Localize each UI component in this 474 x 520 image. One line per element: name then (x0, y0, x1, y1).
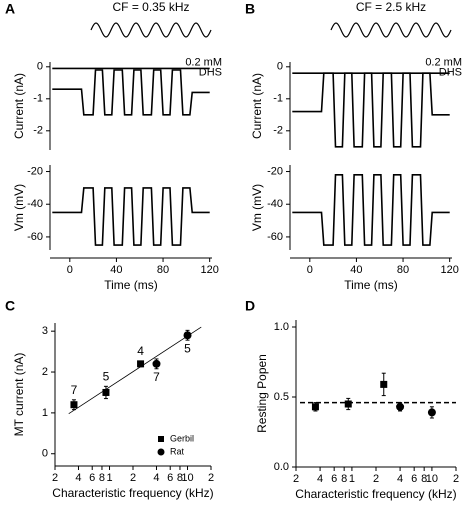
marker (427, 408, 436, 417)
panel-letter: C (5, 298, 15, 314)
y-tick-label: -1 (33, 93, 43, 105)
stimulus (330, 22, 452, 38)
annotation: DHS (199, 67, 222, 79)
x-tick-label: 80 (157, 264, 169, 276)
x-tick-label: 6 (89, 472, 95, 484)
y-axis-label: MT current (nA) (12, 353, 26, 437)
x-axis-label: Time (ms) (344, 278, 398, 292)
y-axis-label: Vm (mV) (250, 184, 264, 231)
trace (292, 174, 450, 246)
x-axis-label: Characteristic frequency (kHz) (52, 486, 213, 500)
annotation: DHS (439, 67, 462, 79)
n-label: 5 (103, 370, 110, 384)
x-tick-label: 80 (397, 264, 409, 276)
y-tick-label: -2 (33, 125, 43, 137)
y-tick-label: -2 (273, 125, 283, 137)
x-tick-label: 10 (426, 473, 438, 485)
x-tick-label: 6 (411, 473, 417, 485)
x-tick-label: 1 (106, 472, 112, 484)
marker (183, 331, 192, 340)
x-tick-label: 2 (293, 473, 299, 485)
y-tick-label: 2 (42, 366, 48, 378)
marker (380, 380, 388, 388)
x-axis-label: Time (ms) (104, 278, 158, 292)
y-tick-label: 3 (42, 325, 48, 337)
x-tick-label: 4 (153, 472, 159, 484)
x-tick-label: 8 (99, 472, 105, 484)
marker (102, 388, 110, 396)
y-tick-label: -1 (273, 93, 283, 105)
y-tick-label: 0.5 (274, 391, 289, 403)
x-tick-label: 0 (307, 264, 313, 276)
x-tick-label: 2 (208, 472, 214, 484)
x-tick-label: 2 (453, 473, 459, 485)
panel-letter: D (245, 298, 255, 314)
x-tick-label: 8 (421, 473, 427, 485)
y-axis-label: Current (nA) (12, 73, 26, 139)
n-label: 5 (184, 341, 191, 355)
n-label: 4 (137, 344, 144, 358)
x-tick-label: 2 (52, 472, 58, 484)
marker (152, 359, 161, 368)
x-axis-label: Characteristic frequency (kHz) (295, 487, 456, 501)
x-tick-label: 120 (200, 264, 218, 276)
legend-label: Rat (170, 446, 185, 456)
marker (137, 360, 145, 368)
x-tick-label: 4 (75, 472, 81, 484)
y-tick-label: -40 (267, 198, 283, 210)
y-axis-label: Resting Popen (255, 354, 269, 433)
x-tick-label: 1 (349, 473, 355, 485)
y-tick-label: -60 (267, 231, 283, 243)
panel-letter: B (245, 1, 255, 17)
chart-title: CF = 2.5 kHz (356, 0, 426, 14)
y-tick-label: -60 (27, 231, 43, 243)
marker (344, 400, 352, 408)
fit-line (68, 326, 202, 415)
legend-marker (157, 448, 165, 456)
marker (70, 401, 78, 409)
n-label: 7 (153, 370, 160, 384)
x-tick-label: 2 (130, 472, 136, 484)
marker (311, 403, 319, 411)
stimulus (90, 22, 212, 38)
x-tick-label: 10 (181, 472, 193, 484)
x-tick-label: 120 (440, 264, 458, 276)
x-tick-label: 2 (373, 473, 379, 485)
panel-letter: A (5, 1, 15, 17)
annotation: 0.2 mM (185, 57, 222, 69)
x-tick-label: 40 (110, 264, 122, 276)
x-tick-label: 6 (331, 473, 337, 485)
n-label: 7 (71, 383, 78, 397)
trace (52, 187, 210, 246)
y-tick-label: 0 (42, 448, 48, 460)
annotation: 0.2 mM (425, 57, 462, 69)
x-tick-label: 0 (67, 264, 73, 276)
y-tick-label: 0.0 (274, 461, 289, 473)
marker (396, 402, 405, 411)
x-tick-label: 8 (177, 472, 183, 484)
y-tick-label: -40 (27, 198, 43, 210)
y-axis-label: Vm (mV) (12, 184, 26, 231)
chart-title: CF = 0.35 kHz (112, 0, 189, 14)
y-tick-label: 1 (42, 407, 48, 419)
x-tick-label: 40 (350, 264, 362, 276)
x-tick-label: 4 (317, 473, 323, 485)
trace (292, 72, 450, 148)
legend-label: Gerbil (170, 433, 194, 443)
y-tick-label: 1.0 (274, 321, 289, 333)
x-tick-label: 8 (341, 473, 347, 485)
legend-marker (158, 436, 164, 442)
y-tick-label: 0 (277, 61, 283, 73)
y-tick-label: -20 (267, 165, 283, 177)
trace (52, 69, 210, 116)
y-tick-label: 0 (37, 61, 43, 73)
x-tick-label: 6 (167, 472, 173, 484)
x-tick-label: 4 (397, 473, 403, 485)
y-axis-label: Current (nA) (250, 73, 264, 139)
y-tick-label: -20 (27, 165, 43, 177)
